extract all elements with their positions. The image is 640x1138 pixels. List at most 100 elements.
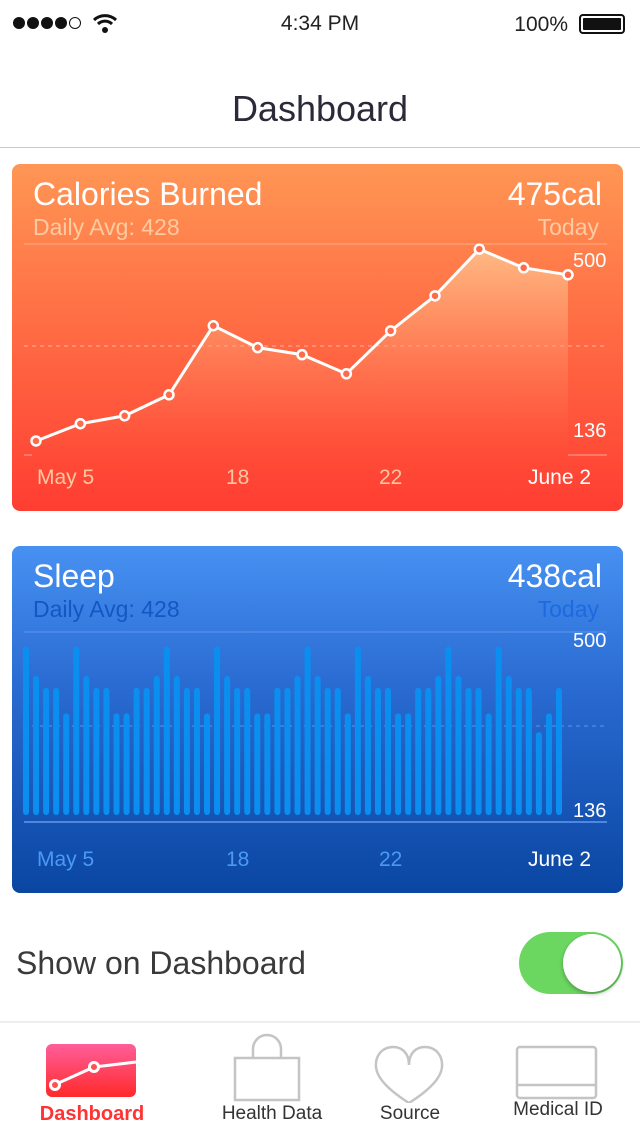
show-on-dashboard-toggle[interactable]: [519, 932, 623, 994]
toggle-knob: [563, 934, 621, 992]
sleep-bar: [425, 687, 432, 815]
sleep-card[interactable]: Sleep 438cal Daily Avg: 428 Today May 5 …: [12, 546, 623, 893]
tab-source[interactable]: Source: [330, 1023, 490, 1138]
sleep-bar: [183, 687, 190, 815]
show-on-dashboard-label: Show on Dashboard: [16, 945, 306, 981]
sleep-bar: [234, 687, 241, 815]
sleep-bar: [475, 687, 482, 815]
tab-label: Source: [379, 1103, 441, 1124]
sleep-chart: [23, 631, 607, 823]
sleep-bar: [103, 687, 110, 815]
period-label: Today: [537, 214, 599, 240]
sleep-bar: [53, 687, 60, 815]
sleep-bar: [224, 675, 231, 815]
y-tick-label: 500: [573, 630, 607, 652]
data-point: [296, 348, 308, 361]
sleep-bar: [405, 713, 412, 815]
wifi-icon: [92, 14, 118, 33]
data-point: [473, 243, 486, 255]
sleep-bar: [445, 646, 452, 815]
sleep-bar: [274, 687, 281, 815]
divider: [0, 147, 640, 148]
battery-percent: 100%: [514, 13, 568, 36]
tab-label: Medical ID: [513, 1099, 603, 1120]
sleep-bar: [63, 713, 70, 815]
sleep-bar: [73, 646, 80, 815]
sleep-bar: [556, 687, 562, 815]
sleep-bar: [173, 675, 180, 815]
data-point: [74, 417, 87, 430]
sleep-bar: [23, 646, 29, 815]
x-tick-label: June 2: [528, 848, 592, 871]
x-tick-label: June 2: [528, 466, 592, 489]
data-point: [207, 319, 220, 332]
calories-card[interactable]: Calories Burned 475cal Daily Avg: 428 To…: [12, 164, 623, 511]
sleep-bar: [505, 675, 512, 815]
sleep-bar: [284, 687, 291, 815]
sleep-bar: [254, 713, 261, 815]
sleep-bar: [204, 713, 211, 815]
sleep-bar: [435, 675, 442, 815]
data-point: [118, 410, 131, 422]
tab-bar: Dashboard Health Data Source Medical ID: [0, 1021, 640, 1136]
data-point: [30, 435, 42, 447]
sleep-bar: [264, 713, 271, 815]
clock: 4:34 PM: [280, 12, 360, 35]
sleep-bar: [395, 713, 402, 815]
x-tick-label: May 5: [37, 848, 95, 871]
sleep-bar: [294, 675, 301, 815]
sleep-bar: [93, 687, 100, 815]
tab-label: Dashboard: [39, 1103, 145, 1125]
data-point: [163, 389, 175, 401]
sleep-bar: [334, 687, 341, 815]
y-tick-label: 136: [573, 800, 607, 822]
x-tick-label: 18: [226, 848, 250, 871]
data-point: [384, 325, 397, 337]
sleep-bar: [83, 675, 90, 815]
x-tick-label: May 5: [37, 466, 95, 489]
data-point: [517, 262, 530, 274]
daily-average: Daily Avg: 428: [33, 214, 180, 240]
battery-icon: [579, 14, 625, 34]
tab-medical-id[interactable]: Medical ID: [478, 1023, 638, 1138]
period-label: Today: [537, 596, 599, 622]
sleep-bar: [153, 675, 160, 815]
tab-health-data[interactable]: Health Data: [192, 1023, 352, 1138]
x-tick-label: 22: [379, 466, 403, 489]
daily-average: Daily Avg: 428: [33, 596, 180, 622]
sleep-bar: [515, 687, 522, 815]
medical-id-card-icon: [515, 1045, 598, 1100]
sleep-bar: [43, 687, 50, 815]
sleep-bar: [193, 687, 200, 815]
dashboard-chart-icon: [46, 1044, 137, 1097]
sleep-bar: [364, 675, 371, 815]
data-point: [251, 341, 264, 354]
sleep-bar: [535, 732, 542, 815]
bag-icon: [233, 1033, 301, 1102]
sleep-bar: [415, 687, 422, 815]
sleep-bar: [244, 687, 251, 815]
sleep-bar: [545, 713, 552, 815]
card-value: 475cal: [507, 176, 602, 212]
status-bar: 4:34 PM 100%: [0, 0, 640, 48]
sleep-bar: [465, 687, 472, 815]
sleep-bar: [214, 646, 221, 815]
data-point: [562, 269, 574, 281]
card-title: Calories Burned: [33, 176, 263, 212]
sleep-bar: [344, 713, 351, 815]
sleep-bar: [143, 687, 150, 815]
data-point: [429, 290, 441, 302]
sleep-bar: [304, 646, 311, 815]
card-title: Sleep: [33, 558, 115, 594]
calories-chart: [24, 243, 607, 456]
sleep-bar: [314, 675, 321, 815]
sleep-bar: [324, 687, 331, 815]
tab-dashboard[interactable]: Dashboard: [12, 1023, 172, 1138]
sleep-bar: [163, 646, 170, 815]
sleep-bar: [485, 713, 492, 815]
sleep-bar: [385, 687, 392, 815]
sleep-bar: [455, 675, 462, 815]
y-tick-label: 136: [573, 420, 607, 442]
page-title: Dashboard: [231, 88, 409, 129]
sleep-bar: [374, 687, 381, 815]
